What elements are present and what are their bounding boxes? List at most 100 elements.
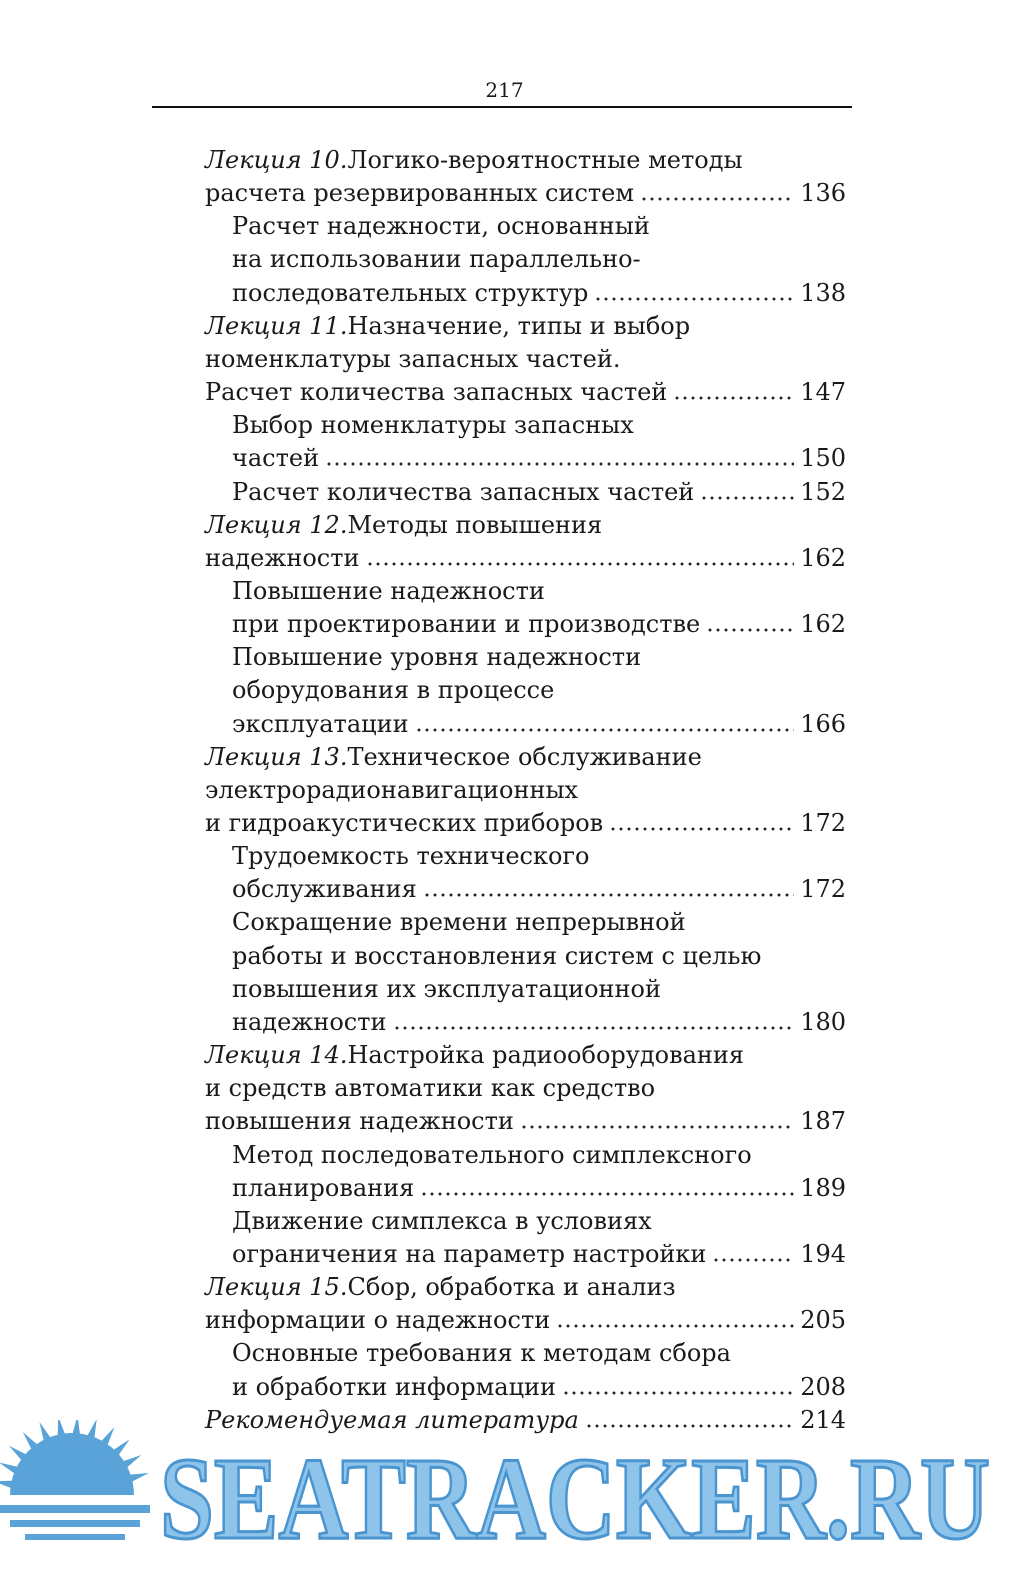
lecture-label: Лекция 14. bbox=[205, 1041, 348, 1070]
entry-text: Настройка радиооборудования bbox=[347, 1041, 745, 1070]
toc-line: и средств автоматики как средство bbox=[205, 1072, 846, 1105]
sun-icon bbox=[0, 1420, 150, 1540]
page-ref: 162 bbox=[800, 543, 846, 572]
toc-line: Трудоемкость технического bbox=[232, 840, 846, 873]
toc-line: Лекция 13. Техническое обслуживание bbox=[205, 741, 846, 774]
section-text: при проектировании и производстве bbox=[232, 610, 701, 639]
page-ref: 138 bbox=[800, 278, 846, 307]
toc-line: Лекция 15. Сбор, обработка и анализ bbox=[205, 1271, 846, 1304]
dot-leader bbox=[392, 1025, 795, 1030]
dot-leader bbox=[420, 1191, 795, 1196]
toc-line: Расчет надежности, основанный bbox=[232, 210, 846, 243]
section-text: на использовании параллельно- bbox=[232, 245, 641, 274]
toc-line: оборудования в процессе bbox=[232, 674, 846, 707]
section-text: ограничения на параметр настройки bbox=[232, 1239, 707, 1268]
page-ref: 187 bbox=[800, 1107, 846, 1136]
entry-text: Логико-вероятностные методы bbox=[347, 146, 743, 174]
header-rule bbox=[152, 106, 852, 108]
toc-line: Выбор номенклатуры запасных bbox=[232, 409, 846, 442]
toc-line: Метод последовательного симплексного bbox=[232, 1139, 846, 1172]
watermark-text: SEATRACKER.RU bbox=[160, 1433, 990, 1564]
section-text: Движение симплекса в условиях bbox=[232, 1206, 652, 1235]
page-ref: 152 bbox=[800, 477, 846, 506]
toc-line: номенклатуры запасных частей. bbox=[205, 343, 846, 376]
page-ref: 162 bbox=[800, 610, 846, 639]
entry-text: повышения надежности bbox=[205, 1107, 514, 1136]
dot-leader bbox=[562, 1390, 795, 1395]
lecture-label: Лекция 12. bbox=[205, 510, 348, 539]
toc-line: Лекция 14. Настройка радиооборудования bbox=[205, 1039, 846, 1072]
section-text: Трудоемкость технического bbox=[232, 842, 590, 871]
section-text: Расчет надежности, основанный bbox=[232, 212, 650, 241]
toc-line: Сокращение времени непрерывной bbox=[232, 906, 846, 939]
section-text: оборудования в процессе bbox=[232, 676, 555, 705]
entry-text: и средств автоматики как средство bbox=[205, 1074, 656, 1103]
dot-leader bbox=[325, 462, 795, 467]
entry-text: электрорадионавигационных bbox=[205, 775, 579, 804]
toc-line: последовательных структур 138 bbox=[232, 277, 846, 310]
dot-leader bbox=[706, 628, 795, 633]
toc-line: и гидроакустических приборов 172 bbox=[205, 807, 846, 840]
lecture-label: Лекция 10. bbox=[205, 146, 348, 174]
dot-leader bbox=[365, 561, 795, 566]
dot-leader bbox=[700, 495, 795, 500]
toc-line: информации о надежности 205 bbox=[205, 1304, 846, 1337]
dot-leader bbox=[609, 827, 795, 831]
toc-line: Расчет количества запасных частей 152 bbox=[232, 476, 846, 509]
entry-text: Назначение, типы и выбор bbox=[347, 311, 691, 340]
toc-line: надежности 162 bbox=[205, 542, 846, 575]
section-text: Выбор номенклатуры запасных bbox=[232, 411, 634, 440]
entry-text: информации о надежности bbox=[205, 1306, 551, 1335]
toc-line: частей 150 bbox=[232, 442, 846, 475]
entry-text: и гидроакустических приборов bbox=[205, 809, 604, 837]
section-text: работы и восстановления систем с целью bbox=[232, 941, 762, 970]
dot-leader bbox=[556, 1324, 795, 1329]
lecture-label: Лекция 11. bbox=[205, 311, 348, 340]
section-text: надежности bbox=[232, 1007, 387, 1036]
toc-line: Движение симплекса в условиях bbox=[232, 1205, 846, 1238]
page-ref: 208 bbox=[800, 1372, 846, 1401]
toc-line: Лекция 12. Методы повышения bbox=[205, 509, 846, 542]
dot-leader bbox=[712, 1257, 795, 1262]
toc-line: Расчет количества запасных частей 147 bbox=[205, 376, 846, 409]
entry-text: надежности bbox=[205, 543, 360, 572]
toc-line: при проектировании и производстве 162 bbox=[232, 608, 846, 641]
page-ref: 189 bbox=[800, 1173, 846, 1202]
toc-line: повышения их эксплуатационной bbox=[232, 973, 846, 1006]
toc-line: и обработки информации 208 bbox=[232, 1371, 846, 1404]
toc-line: эксплуатации 166 bbox=[232, 708, 846, 741]
entry-text: Техническое обслуживание bbox=[347, 742, 702, 771]
section-text: Метод последовательного симплексного bbox=[232, 1140, 752, 1169]
entry-text: номенклатуры запасных частей. bbox=[205, 344, 621, 373]
dot-leader bbox=[422, 893, 795, 898]
page-ref: 172 bbox=[800, 875, 846, 904]
toc-line: Основные требования к методам сбора bbox=[232, 1337, 846, 1370]
toc-line: повышения надежности 187 bbox=[205, 1105, 846, 1138]
page-ref: 172 bbox=[800, 809, 846, 837]
lecture-label: Лекция 15. bbox=[205, 1273, 348, 1302]
page-ref: 136 bbox=[800, 179, 846, 208]
dot-leader bbox=[519, 1125, 795, 1130]
toc-line: электрорадионавигационных bbox=[205, 774, 846, 807]
page-ref: 147 bbox=[800, 378, 846, 407]
toc-line: Рекомендуемая литература 214 bbox=[205, 1404, 846, 1437]
entry-text: Расчет количества запасных частей bbox=[205, 378, 668, 407]
section-text: Расчет количества запасных частей bbox=[232, 477, 695, 506]
page-ref: 166 bbox=[800, 709, 846, 738]
page-ref: 194 bbox=[800, 1239, 846, 1268]
toc-line: Повышение уровня надежности bbox=[232, 641, 846, 674]
toc-line: обслуживания 172 bbox=[232, 873, 846, 906]
section-text: планирования bbox=[232, 1173, 415, 1202]
toc-line: работы и восстановления систем с целью bbox=[232, 940, 846, 973]
page-ref: 205 bbox=[800, 1306, 846, 1335]
section-text: повышения их эксплуатационной bbox=[232, 974, 661, 1003]
section-text: эксплуатации bbox=[232, 709, 409, 738]
dot-leader bbox=[594, 296, 795, 301]
dot-leader bbox=[584, 1423, 795, 1428]
lecture-label: Лекция 13. bbox=[205, 742, 348, 771]
toc-line: планирования 189 bbox=[232, 1172, 846, 1205]
section-text: Повышение надежности bbox=[232, 576, 545, 605]
dot-leader bbox=[640, 197, 795, 202]
page-ref: 150 bbox=[800, 444, 846, 473]
